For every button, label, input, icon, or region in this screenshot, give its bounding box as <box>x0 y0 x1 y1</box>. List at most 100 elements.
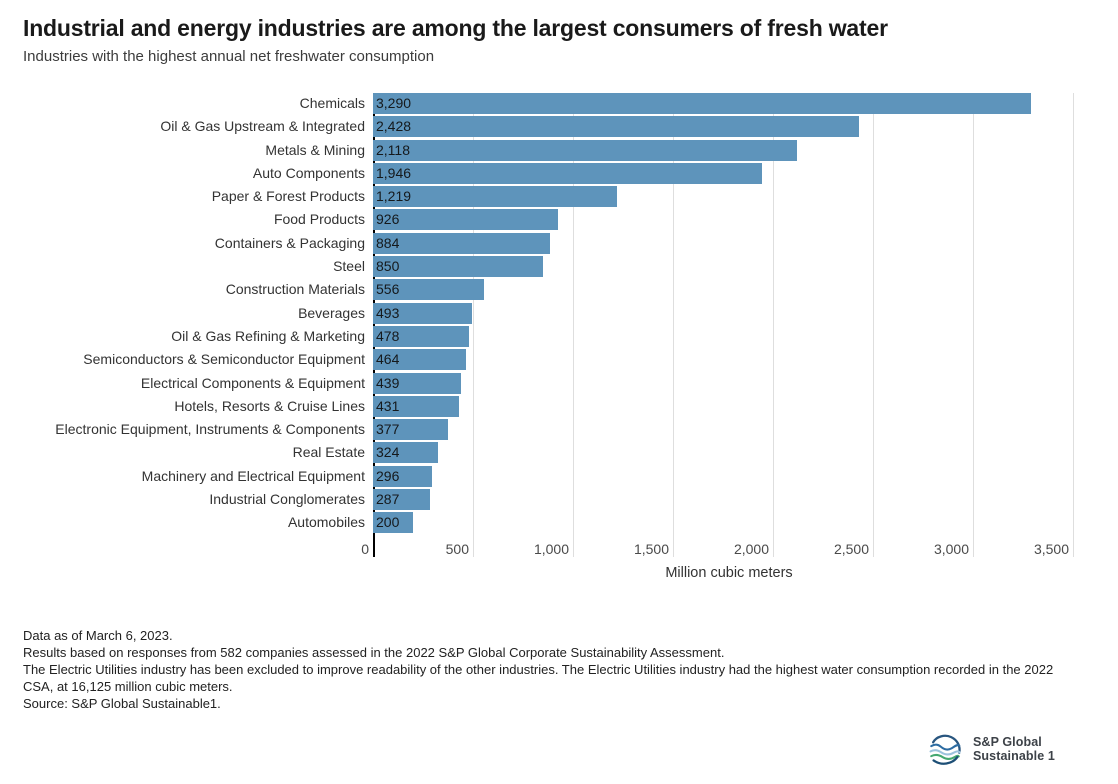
bar-row: Paper & Forest Products 1,219 <box>23 186 1096 209</box>
bar-value-label: 431 <box>376 397 400 414</box>
x-tick-label: 500 <box>445 541 469 557</box>
logo-text: S&P Global Sustainable 1 <box>973 735 1055 764</box>
category-label: Construction Materials <box>225 281 365 298</box>
chart-header: Industrial and energy industries are amo… <box>0 0 1118 66</box>
category-label: Chemicals <box>299 95 365 111</box>
category-label: Electronic Equipment, Instruments & Comp… <box>55 421 365 438</box>
bar: 200 <box>373 512 413 534</box>
x-tick-label: 1,000 <box>533 541 569 557</box>
x-tick-label: 2,500 <box>833 541 869 557</box>
bar-value-label: 2,118 <box>376 141 410 158</box>
logo-line1: S&P Global <box>973 734 1042 749</box>
y-axis-line <box>373 93 375 557</box>
footnote-line: Results based on responses from 582 comp… <box>23 644 725 660</box>
bar: 324 <box>373 442 438 464</box>
bar-row: Beverages 493 <box>23 302 1096 326</box>
bar: 926 <box>373 209 559 231</box>
x-tick-label: 0 <box>361 541 369 557</box>
bar-row: Real Estate 324 <box>23 442 1096 465</box>
footnote-line: The Electric Utilities industry has been… <box>23 662 1054 695</box>
category-label: Metals & Mining <box>265 141 365 158</box>
footnotes: Data as of March 6, 2023. Results based o… <box>23 627 1085 713</box>
bar-row: Semiconductors & Semiconductor Equipment… <box>23 349 1096 372</box>
category-label: Hotels, Resorts & Cruise Lines <box>174 397 365 414</box>
bar-value-label: 556 <box>376 281 400 298</box>
bar: 850 <box>373 256 543 278</box>
bar: 1,219 <box>373 186 617 208</box>
category-label: Beverages <box>298 304 365 321</box>
x-tick-label: 2,000 <box>733 541 769 557</box>
bar-row: Food Products 926 <box>23 209 1096 232</box>
gridline <box>573 93 574 557</box>
category-label: Automobiles <box>287 514 365 531</box>
sp-global-logo-icon <box>929 734 961 765</box>
category-label: Real Estate <box>292 444 365 461</box>
bar-row: Containers & Packaging 884 <box>23 232 1096 256</box>
gridline <box>973 93 974 557</box>
category-label: Paper & Forest Products <box>211 188 365 205</box>
category-label: Electrical Components & Equipment <box>140 374 365 391</box>
bar-value-label: 439 <box>376 374 400 391</box>
bar-row: Electronic Equipment, Instruments & Comp… <box>23 419 1096 442</box>
category-label: Containers & Packaging <box>214 234 365 251</box>
bar-value-label: 1,946 <box>376 164 412 181</box>
gridline <box>773 93 774 557</box>
bar-row: Chemicals 3,290 <box>23 93 1096 116</box>
bar: 884 <box>373 232 550 254</box>
bar-row: Oil & Gas Upstream & Integrated 2,428 <box>23 116 1096 139</box>
bar-row: Oil & Gas Refining & Marketing 478 <box>23 325 1096 349</box>
bar-row: Metals & Mining 2,118 <box>23 139 1096 163</box>
x-axis-title: Million cubic meters <box>665 564 793 581</box>
category-label: Oil & Gas Refining & Marketing <box>171 327 365 344</box>
bar: 431 <box>373 395 460 417</box>
bar-row: Steel 850 <box>23 256 1096 279</box>
bar-value-label: 493 <box>376 304 400 321</box>
bar-value-label: 464 <box>376 351 400 368</box>
bar: 464 <box>373 349 466 371</box>
bar-value-label: 926 <box>376 211 400 228</box>
bar: 3,290 <box>373 93 1031 114</box>
category-label: Machinery and Electrical Equipment <box>141 467 365 484</box>
gridline <box>873 93 874 557</box>
bar-value-label: 377 <box>376 421 400 438</box>
page-title: Industrial and energy industries are amo… <box>23 15 888 41</box>
logo-line2: Sustainable 1 <box>973 749 1055 763</box>
bar: 2,118 <box>373 139 797 161</box>
bar-value-label: 2,428 <box>376 118 412 135</box>
bar-row: Industrial Conglomerates 287 <box>23 489 1096 512</box>
bar-value-label: 200 <box>376 514 400 531</box>
bar: 556 <box>373 279 485 301</box>
bar: 287 <box>373 489 431 511</box>
category-label: Oil & Gas Upstream & Integrated <box>160 118 365 135</box>
bar-value-label: 3,290 <box>376 95 412 111</box>
bar: 478 <box>373 325 469 347</box>
bar-chart: 0 500 1,000 1,500 2,000 2,500 3,000 3,500 Chemi… <box>23 93 1096 581</box>
x-tick-label: 3,000 <box>933 541 969 557</box>
footnote-line: Source: S&P Global Sustainable1. <box>23 696 221 712</box>
bar-row: Electrical Components & Equipment 439 <box>23 372 1096 396</box>
x-tick-label: 3,500 <box>1033 541 1069 557</box>
bar: 296 <box>373 465 433 487</box>
bar: 493 <box>373 302 472 324</box>
page-subtitle: Industries with the highest annual net f… <box>23 48 435 65</box>
bar: 2,428 <box>373 116 859 138</box>
category-label: Steel <box>333 258 365 275</box>
category-label: Food Products <box>273 211 365 228</box>
grid-layer: 0 500 1,000 1,500 2,000 2,500 3,000 3,500 <box>361 93 1085 557</box>
bar-value-label: 287 <box>376 491 400 508</box>
bar-value-label: 296 <box>376 467 400 484</box>
bar-row: Construction Materials 556 <box>23 279 1096 302</box>
bar-value-label: 884 <box>376 234 400 251</box>
bar-rows: Chemicals 3,290 Oil & Gas Upstream & Integ… <box>23 93 1096 536</box>
gridline <box>1073 93 1074 557</box>
sp-global-sustainable1-logo: S&P Global Sustainable 1 <box>926 730 1055 768</box>
bar: 439 <box>373 372 461 394</box>
gridline <box>473 93 474 557</box>
bar: 1,946 <box>373 162 763 184</box>
x-tick-label: 1,500 <box>633 541 669 557</box>
bar: 377 <box>373 419 449 441</box>
footnote-line: Data as of March 6, 2023. <box>23 627 173 643</box>
bar-value-label: 850 <box>376 258 400 275</box>
bar-value-label: 1,219 <box>376 188 412 205</box>
